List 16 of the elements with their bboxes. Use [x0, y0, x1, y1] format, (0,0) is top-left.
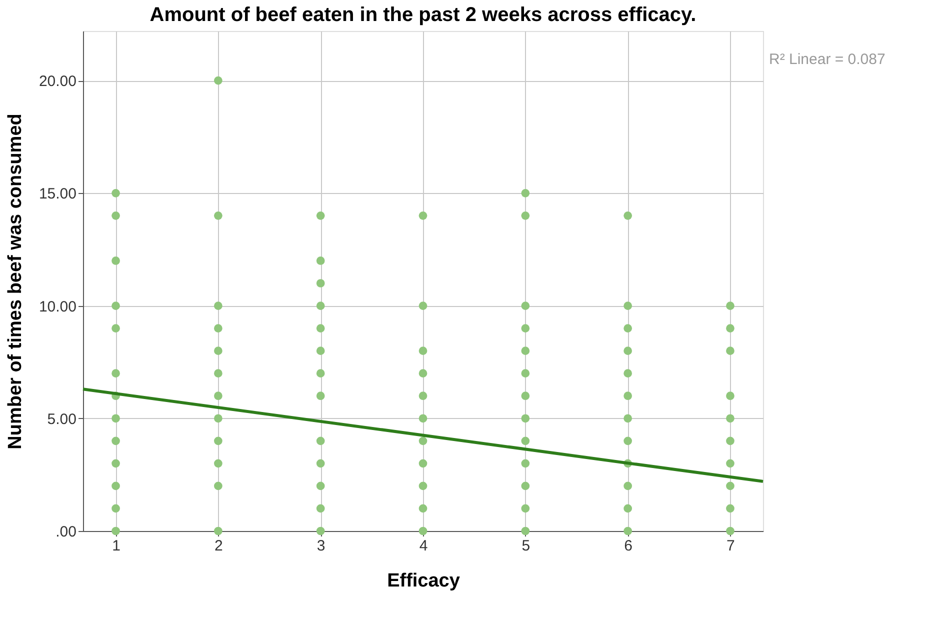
y-tick-label: 15.00 — [38, 186, 76, 203]
y-tick-label: 10.00 — [38, 298, 76, 316]
x-tick-label: 3 — [316, 538, 326, 554]
y-tick-label: 20.00 — [38, 73, 76, 90]
x-tick-label: 6 — [624, 538, 632, 554]
text: R² Linear = 0.087 — [769, 51, 886, 68]
y-tick-label: 5.00 — [47, 410, 76, 428]
x-axis-title: Efficacy — [387, 570, 460, 592]
y-axis-title: Number of times beef was consumed — [4, 114, 26, 450]
x-tick-label: 2 — [214, 538, 223, 554]
x-tick-label: 4 — [419, 538, 428, 554]
chart-title: Amount of beef eaten in the past 2 weeks across efficacy. — [150, 4, 696, 26]
y-tick-label: .00 — [56, 524, 76, 540]
x-tick-label: 5 — [522, 538, 530, 554]
x-tick-label: 1 — [112, 538, 120, 554]
x-tick-label: 7 — [726, 538, 735, 554]
